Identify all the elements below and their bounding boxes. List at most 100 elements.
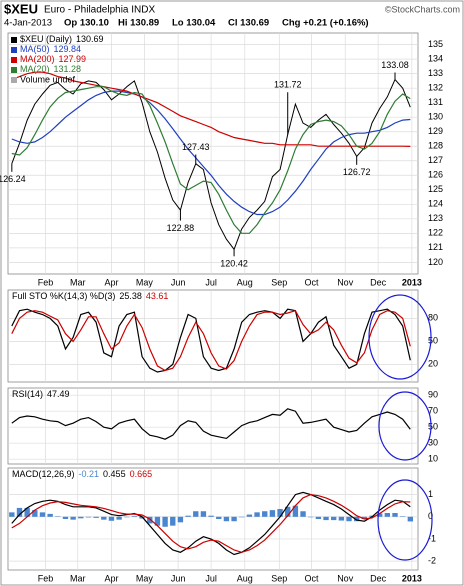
x-tick-label: Feb (38, 573, 54, 583)
series-line (11, 493, 411, 553)
legend-value: 129.84 (54, 44, 82, 54)
y-tick-label: 70 (428, 406, 438, 416)
quote: Hi 130.89 (118, 18, 159, 29)
y-tick-label: 135 (428, 39, 443, 49)
histogram-bar (9, 512, 15, 517)
histogram-bar (269, 510, 276, 517)
annotation: 126.24 (0, 174, 26, 184)
x-tick-label: 2013 (402, 277, 422, 287)
x-tick-label: May (136, 277, 154, 287)
histogram-bar (70, 516, 76, 520)
annotation: 122.88 (167, 223, 195, 233)
series-line (11, 309, 411, 372)
histogram-bar (124, 516, 130, 518)
legend-value: 0.455 (103, 469, 126, 479)
y-tick-label: -2 (428, 556, 436, 566)
annotation: 126.72 (343, 167, 371, 177)
x-tick-label: Sep (271, 277, 287, 287)
histogram-bar (39, 512, 46, 517)
panel (7, 387, 419, 465)
quote: Cl 130.69 (228, 18, 269, 29)
highlight-circle (378, 391, 432, 461)
y-tick-label: -1 (428, 533, 436, 543)
x-tick-label: Dec (370, 277, 387, 287)
histogram-bar (308, 516, 314, 518)
legend-name: MA(20) (20, 64, 50, 74)
legend-entry: $XEU (Daily) 130.69 (20, 34, 104, 44)
legend-value: 130.69 (76, 34, 104, 44)
x-tick-label: Jul (205, 277, 217, 287)
histogram-bar (216, 516, 222, 519)
legend-swatch (11, 77, 17, 83)
histogram-bar (47, 513, 53, 517)
y-tick-label: 129 (428, 126, 443, 136)
histogram-bar (392, 513, 398, 517)
histogram-bar (292, 505, 299, 517)
histogram-bar (231, 516, 237, 522)
y-tick-label: 1 (428, 489, 433, 499)
legend-entry: MA(20) 131.28 (20, 64, 81, 74)
y-tick-label: 20 (428, 359, 438, 369)
x-tick-label: Aug (237, 573, 253, 583)
y-tick-label: 125 (428, 184, 443, 194)
legend-title: Full STO %K(14,3) %D(3) (12, 291, 115, 301)
histogram-bar (154, 516, 161, 526)
histogram-bar (262, 511, 268, 517)
legend-name: MA(50) (20, 44, 50, 54)
y-tick-label: 134 (428, 54, 443, 64)
histogram-bar (170, 516, 176, 526)
histogram-bar (338, 516, 345, 521)
histogram-bar (377, 513, 383, 517)
histogram-bar (300, 511, 306, 517)
y-tick-label: 133 (428, 68, 443, 78)
y-tick-label: 122 (428, 228, 443, 238)
panel (7, 32, 419, 275)
x-tick-label: Feb (38, 277, 54, 287)
instrument-name: Euro - Philadelphia INDX (44, 5, 155, 16)
histogram-bar (55, 516, 61, 517)
quote: Op 130.10 (64, 18, 109, 29)
y-tick-label: 123 (428, 213, 443, 223)
histogram-bar (147, 516, 153, 524)
symbol: $XEU (4, 1, 38, 16)
legend-value: 0.665 (130, 469, 153, 479)
x-tick-label: Nov (337, 277, 354, 287)
histogram-bar (323, 516, 329, 521)
quote: Lo 130.04 (172, 18, 216, 29)
x-tick-label: Jun (171, 277, 186, 287)
source: ©StockCharts.com (385, 4, 460, 14)
legend-swatch (11, 47, 17, 53)
histogram-bar (78, 516, 84, 519)
series-line (11, 71, 411, 147)
legend-entry: Volume undef (20, 74, 76, 84)
highlight-circle (377, 479, 433, 561)
y-tick-label: 80 (428, 313, 438, 323)
y-tick-label: 121 (428, 242, 443, 252)
histogram-bar (315, 516, 322, 519)
histogram-bar (239, 516, 245, 518)
legend-swatch (11, 67, 17, 73)
legend-value: 47.49 (47, 389, 70, 399)
legend-value: 43.61 (146, 291, 169, 301)
x-tick-label: Sep (271, 573, 287, 583)
y-tick-label: 132 (428, 83, 443, 93)
y-tick-label: 50 (428, 422, 438, 432)
histogram-bar (101, 516, 107, 520)
histogram-bar (177, 516, 184, 523)
annotation: 127.43 (182, 142, 210, 152)
x-tick-label: Jun (171, 573, 186, 583)
x-tick-label: Dec (370, 573, 387, 583)
y-tick-label: 10 (428, 454, 438, 464)
histogram-bar (407, 516, 414, 522)
legend-entry: MACD(12,26,9) -0.21 0.455 0.665 (12, 469, 152, 479)
histogram-bar (331, 516, 337, 521)
y-tick-label: 50 (428, 336, 438, 346)
legend-value: 131.28 (54, 64, 82, 74)
y-tick-label: 0 (428, 511, 433, 521)
x-tick-label: Oct (304, 573, 319, 583)
histogram-bar (246, 514, 253, 517)
histogram-bar (85, 516, 92, 518)
x-tick-label: May (136, 573, 154, 583)
legend-swatch (11, 37, 17, 43)
annotation: 120.42 (220, 259, 248, 269)
